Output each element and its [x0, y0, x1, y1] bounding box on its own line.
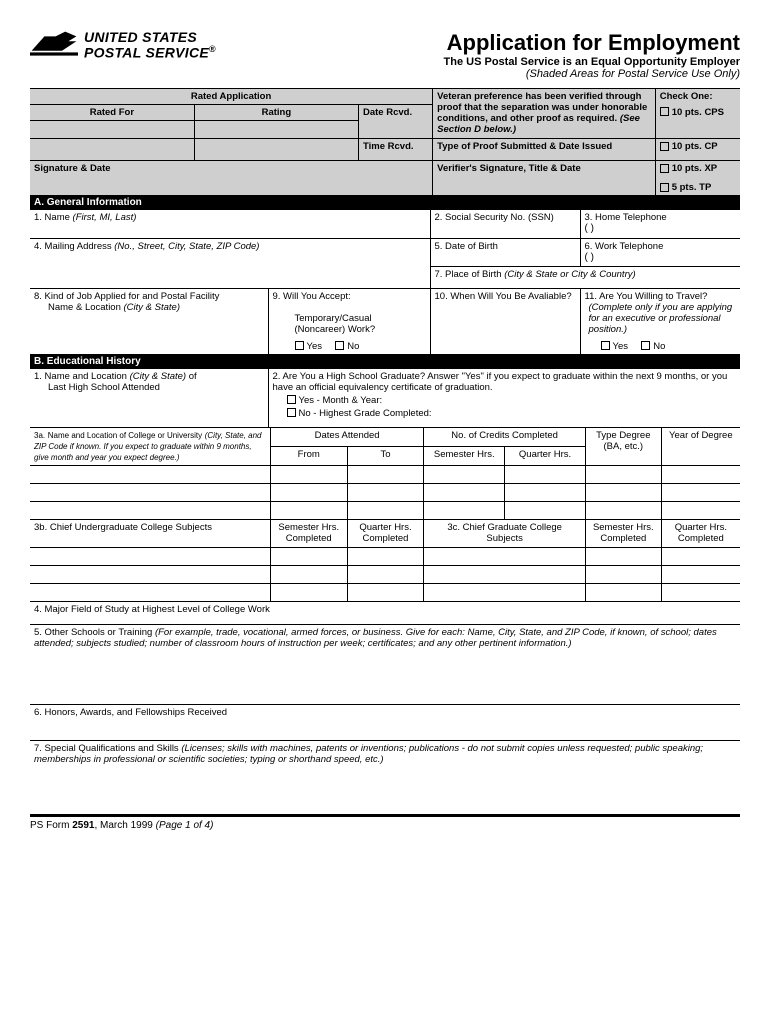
field-when-available[interactable]: 10. When Will You Be Avaliable?	[430, 288, 580, 354]
field-name[interactable]: 1. Name (First, MI, Last)	[30, 210, 430, 238]
section-a-bar: A. General Information	[30, 195, 740, 210]
field-ssn[interactable]: 2. Social Security No. (SSN)	[430, 210, 580, 238]
dates-attended-label: Dates Attended	[270, 427, 424, 446]
field-willing-travel[interactable]: 11. Are You Willing to Travel? (Complete…	[580, 288, 740, 354]
rated-for-label: Rated For	[30, 105, 194, 121]
qtr-hrs-c-label: Quarter Hrs. Completed	[347, 520, 424, 548]
opt-xp[interactable]: 10 pts. XP	[655, 161, 740, 177]
credits-label: No. of Credits Completed	[424, 427, 586, 446]
rated-for-input-2[interactable]	[30, 139, 194, 161]
opt-cp[interactable]: 10 pts. CP	[655, 139, 740, 161]
rating-input-2[interactable]	[194, 139, 358, 161]
qtr-hrs-label: Quarter Hrs.	[505, 446, 586, 465]
subject-row[interactable]	[30, 584, 270, 602]
check-one-label: Check One:	[655, 89, 740, 105]
college-row[interactable]	[30, 465, 270, 483]
qtr-hrs-c-label-2: Quarter Hrs. Completed	[661, 520, 740, 548]
subject-row[interactable]	[30, 566, 270, 584]
field-major[interactable]: 4. Major Field of Study at Highest Level…	[30, 602, 740, 624]
section-b-bar: B. Educational History	[30, 354, 740, 369]
field-home-phone[interactable]: 3. Home Telephone( )	[580, 210, 740, 238]
rated-heading: Rated Application	[30, 89, 433, 105]
form-page: UNITED STATES POSTAL SERVICE® Applicatio…	[0, 0, 770, 846]
page-title: Application for Employment	[444, 30, 740, 56]
sem-hrs-c-label: Semester Hrs. Completed	[270, 520, 347, 548]
opt-tp[interactable]: 5 pts. TP	[655, 176, 740, 195]
title-block: Application for Employment The US Postal…	[444, 30, 740, 80]
field-will-accept[interactable]: 9. Will You Accept: Temporary/Casual(Non…	[268, 288, 430, 354]
rating-input[interactable]	[194, 121, 358, 139]
date-rcvd-label: Date Rcvd.	[359, 105, 433, 139]
rated-application-table: Rated Application Veteran preference has…	[30, 88, 740, 195]
field-skills[interactable]: 7. Special Qualifications and Skills (Li…	[30, 740, 740, 784]
opt-cps[interactable]: 10 pts. CPS	[655, 105, 740, 139]
field-honors[interactable]: 6. Honors, Awards, and Fellowships Recei…	[30, 704, 740, 740]
field-job-kind[interactable]: 8. Kind of Job Applied for and Postal Fa…	[30, 288, 268, 354]
rating-label: Rating	[194, 105, 358, 121]
to-label: To	[347, 446, 424, 465]
sig-date-label[interactable]: Signature & Date	[30, 161, 433, 196]
subjects-table: 3b. Chief Undergraduate College Subjects…	[30, 520, 740, 603]
field-hs-graduate[interactable]: 2. Are You a High School Graduate? Answe…	[268, 369, 740, 427]
logo-line2: POSTAL SERVICE®	[84, 45, 216, 60]
eagle-icon	[30, 30, 78, 62]
shaded-note: (Shaded Areas for Postal Service Use Onl…	[444, 68, 740, 80]
college-row[interactable]	[30, 501, 270, 519]
field-work-phone[interactable]: 6. Work Telephone( )	[580, 238, 740, 266]
proof-type-label: Type of Proof Submitted & Date Issued	[433, 139, 656, 161]
usps-logo: UNITED STATES POSTAL SERVICE®	[30, 30, 216, 62]
field-other-schools[interactable]: 5. Other Schools or Training (For exampl…	[30, 624, 740, 704]
q3a-label: 3a. Name and Location of College or Univ…	[30, 427, 270, 465]
field-dob[interactable]: 5. Date of Birth	[430, 238, 580, 266]
field-place-birth[interactable]: 7. Place of Birth (City & State or City …	[430, 266, 740, 288]
type-degree-label: Type Degree (BA, etc.)	[585, 427, 661, 465]
section-a-table: 1. Name (First, MI, Last) 2. Social Secu…	[30, 210, 740, 354]
sem-hrs-c-label-2: Semester Hrs. Completed	[585, 520, 661, 548]
veteran-pref-cell: Veteran preference has been verified thr…	[433, 89, 656, 139]
section-b-q4-q7: 4. Major Field of Study at Highest Level…	[30, 602, 740, 784]
college-row[interactable]	[30, 483, 270, 501]
q3b-label: 3b. Chief Undergraduate College Subjects	[30, 520, 270, 548]
header: UNITED STATES POSTAL SERVICE® Applicatio…	[30, 30, 740, 80]
logo-line1: UNITED STATES	[84, 30, 216, 45]
field-mailing-address[interactable]: 4. Mailing Address (No., Street, City, S…	[30, 238, 430, 288]
college-table: 3a. Name and Location of College or Univ…	[30, 427, 740, 520]
q3c-label: 3c. Chief Graduate College Subjects	[424, 520, 586, 548]
time-rcvd-label: Time Rcvd.	[359, 139, 433, 161]
page-subtitle: The US Postal Service is an Equal Opport…	[444, 56, 740, 68]
subject-row[interactable]	[30, 548, 270, 566]
verifier-label[interactable]: Verifier's Signature, Title & Date	[433, 161, 656, 196]
section-b-q1-q2: 1. Name and Location (City & State) of L…	[30, 369, 740, 427]
sem-hrs-label: Semester Hrs.	[424, 446, 505, 465]
footer: PS Form 2591, March 1999 (Page 1 of 4)	[30, 814, 740, 831]
year-degree-label: Year of Degree	[661, 427, 740, 465]
from-label: From	[270, 446, 347, 465]
rated-for-input[interactable]	[30, 121, 194, 139]
field-high-school[interactable]: 1. Name and Location (City & State) of L…	[30, 369, 268, 427]
